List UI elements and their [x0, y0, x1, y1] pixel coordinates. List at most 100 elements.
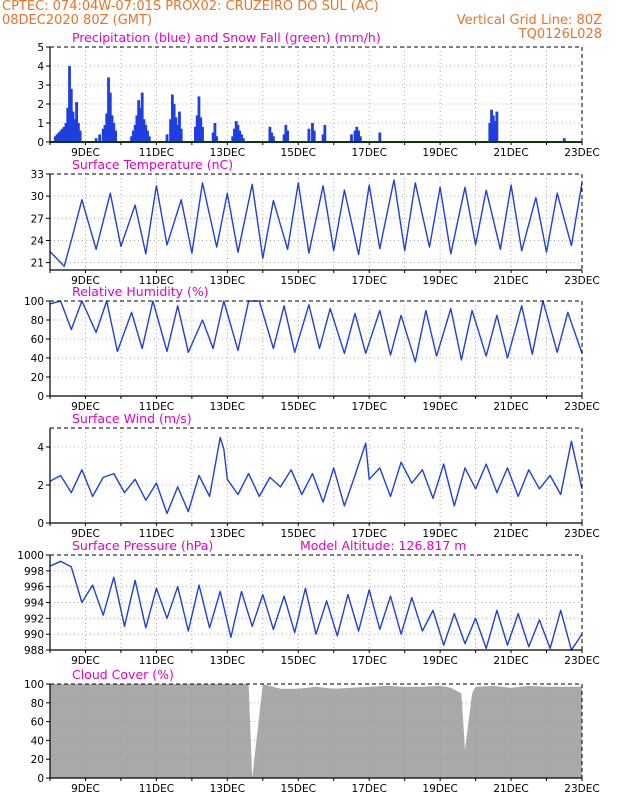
precip-bar: [272, 136, 275, 142]
precip-bar: [169, 119, 172, 142]
x-tick-label: 23DEC: [564, 528, 599, 540]
x-tick-label: 17DEC: [351, 783, 386, 795]
precip-bar: [284, 124, 288, 142]
precip-bar: [199, 117, 203, 142]
panel-4: Surface Pressure (hPa) Model Altitude: 12…: [17, 538, 599, 667]
x-tick-label: 17DEC: [351, 528, 386, 540]
precip-bar: [139, 107, 142, 142]
precip-bar: [107, 77, 110, 142]
x-tick-label: 15DEC: [281, 783, 316, 795]
y-tick-label: 40: [31, 735, 44, 747]
precip-bar: [130, 136, 133, 142]
x-tick-label: 13DEC: [210, 275, 245, 287]
y-tick-label: 988: [24, 645, 44, 657]
precip-bar: [101, 128, 105, 142]
precip-bar: [321, 134, 325, 142]
x-tick-label: 15DEC: [281, 147, 316, 159]
y-tick-label: 20: [31, 754, 44, 766]
x-tick-label: 9DEC: [71, 401, 100, 413]
precip-bar: [562, 138, 566, 142]
precip-bar: [286, 130, 290, 142]
y-tick-label: 33: [31, 169, 44, 181]
x-tick-label: 11DEC: [139, 401, 174, 413]
x-tick-label: 19DEC: [422, 783, 457, 795]
precip-bar: [94, 138, 98, 142]
x-tick-label: 23DEC: [564, 401, 599, 413]
x-tick-label: 19DEC: [422, 528, 457, 540]
x-tick-label: 21DEC: [493, 783, 528, 795]
y-tick-label: 80: [31, 315, 44, 327]
precip-bar: [61, 128, 64, 142]
precip-bar: [238, 130, 242, 142]
x-tick-label: 13DEC: [210, 655, 245, 667]
x-tick-label: 9DEC: [71, 655, 100, 667]
x-tick-label: 19DEC: [422, 655, 457, 667]
y-tick-label: 24: [31, 235, 45, 247]
precip-bar: [311, 123, 314, 142]
precip-bar: [146, 130, 149, 142]
precip-bar: [59, 130, 63, 142]
precip-bar: [108, 92, 112, 142]
precip-bar: [64, 123, 68, 142]
panel-subtitle: Model Altitude: 126.817 m: [300, 538, 466, 553]
x-tick-label: 15DEC: [281, 401, 316, 413]
precip-bar: [68, 66, 71, 142]
precip-bar: [135, 115, 139, 142]
x-tick-label: 15DEC: [281, 528, 316, 540]
x-tick-label: 23DEC: [564, 655, 599, 667]
x-tick-label: 11DEC: [139, 528, 174, 540]
y-tick-label: 60: [31, 717, 44, 729]
precip-bar: [282, 134, 286, 142]
precip-bar: [172, 104, 176, 142]
precip-bar: [110, 115, 114, 142]
x-tick-label: 11DEC: [139, 783, 174, 795]
panel-title: Surface Temperature (nC): [72, 157, 233, 172]
x-tick-label: 21DEC: [493, 528, 528, 540]
precip-bar: [76, 123, 80, 142]
y-tick-label: 2: [37, 99, 44, 111]
precip-bar: [53, 136, 57, 142]
precip-bar: [241, 138, 245, 142]
y-tick-label: 3: [37, 80, 44, 92]
precip-bar: [147, 136, 151, 142]
precip-bar: [62, 126, 66, 142]
x-tick-label: 13DEC: [210, 528, 245, 540]
precip-bar: [231, 136, 235, 142]
panel-title: Cloud Cover (%): [72, 667, 174, 682]
precip-bar: [137, 100, 141, 142]
precip-bar: [179, 128, 183, 142]
y-tick-label: 30: [31, 191, 44, 203]
precip-bar: [98, 134, 102, 142]
y-tick-label: 0: [37, 773, 44, 785]
precip-bar: [488, 123, 492, 142]
x-tick-label: 21DEC: [493, 275, 528, 287]
header-datetime: 08DEC2020 80Z (GMT): [2, 13, 153, 28]
y-tick-label: 27: [31, 213, 44, 225]
x-tick-label: 15DEC: [281, 655, 316, 667]
precip-bar: [105, 113, 109, 142]
precip-bar: [165, 134, 169, 142]
precip-bar: [170, 94, 174, 142]
header-grid-note: Vertical Grid Line: 80Z: [456, 13, 602, 28]
y-tick-label: 4: [37, 442, 44, 454]
precip-bar: [213, 123, 217, 142]
y-tick-label: 996: [24, 582, 44, 594]
precip-bar: [350, 134, 353, 142]
y-tick-label: 100: [24, 679, 44, 691]
precip-bar: [234, 121, 238, 142]
panel-title: Surface Pressure (hPa): [72, 538, 213, 553]
y-tick-label: 2: [37, 480, 44, 492]
y-tick-label: 1: [37, 118, 44, 130]
panel-5: Cloud Cover (%) 0 20 40 60 80 100 9DEC 11DEC 13DE…: [24, 667, 600, 795]
precip-bar: [270, 132, 274, 142]
precip-bar: [357, 130, 360, 142]
precip-bar: [73, 119, 77, 142]
x-tick-label: 21DEC: [493, 147, 528, 159]
cloud-cover-area: [50, 684, 582, 778]
x-tick-label: 15DEC: [281, 275, 316, 287]
precip-bar: [215, 136, 219, 142]
x-tick-label: 9DEC: [71, 528, 100, 540]
y-tick-label: 0: [37, 518, 44, 530]
x-tick-label: 11DEC: [139, 275, 174, 287]
precip-bar: [358, 136, 362, 142]
